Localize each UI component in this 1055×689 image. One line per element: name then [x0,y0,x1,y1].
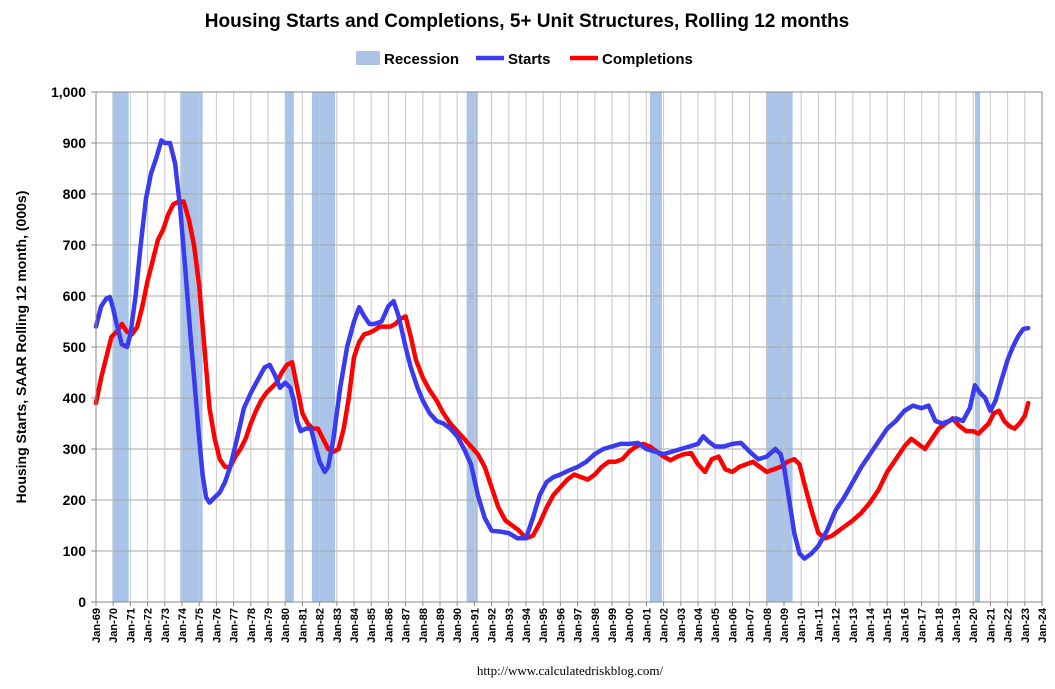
series-lines [93,138,1031,561]
y-tick-label: 900 [63,135,87,151]
x-tick-label: Jan-72 [143,608,155,643]
x-tick-label: Jan-85 [366,608,378,643]
x-tick-label: Jan-20 [968,608,980,643]
y-tick-label: 700 [63,237,87,253]
y-tick-label: 500 [63,339,87,355]
y-tick-label: 600 [63,288,87,304]
legend-swatch-recession [356,51,380,65]
x-tick-label: Jan-97 [573,608,585,643]
x-tick-label: Jan-98 [590,608,602,643]
x-tick-label: Jan-89 [435,608,447,643]
x-tick-label: Jan-14 [865,607,877,643]
y-tick-label: 400 [63,390,87,406]
x-tick-label: Jan-88 [418,608,430,643]
x-tick-label: Jan-02 [659,608,671,643]
x-tick-label: Jan-75 [194,608,206,643]
x-tick-label: Jan-92 [487,608,499,643]
series-line-starts [93,138,1031,561]
x-tick-label: Jan-22 [1003,608,1015,643]
x-tick-label: Jan-91 [469,608,481,643]
y-tick-label: 1,000 [51,84,86,100]
legend: Recession Starts Completions [356,51,693,68]
x-tick-label: Jan-83 [332,608,344,643]
x-tick-label: Jan-76 [211,608,223,643]
y-axis-label: Housing Starts, SAAR Rolling 12 month, (… [13,191,29,504]
x-tick-label: Jan-21 [985,608,997,643]
x-tick-label: Jan-90 [452,608,464,643]
x-tick-label: Jan-82 [315,608,327,643]
source-url: http://www.calculatedriskblog.com/ [477,663,664,678]
x-tick-label: Jan-13 [848,608,860,643]
x-tick-label: Jan-09 [779,608,791,643]
legend-label-starts: Starts [508,51,551,68]
x-tick-label: Jan-07 [745,608,757,643]
x-tick-label: Jan-93 [504,608,516,643]
x-tick-label: Jan-74 [177,607,189,643]
x-tick-label: Jan-24 [1037,607,1049,643]
legend-label-recession: Recession [384,51,459,68]
y-tick-label: 0 [78,594,86,610]
x-tick-label: Jan-05 [710,608,722,643]
x-tick-label: Jan-86 [383,608,395,643]
y-tick-label: 800 [63,186,87,202]
x-tick-label: Jan-06 [727,608,739,643]
x-tick-label: Jan-96 [555,608,567,643]
x-tick-label: Jan-73 [160,608,172,643]
y-tick-label: 200 [63,492,87,508]
y-tick-label: 100 [63,543,87,559]
x-tick-label: Jan-79 [263,608,275,643]
x-tick-label: Jan-99 [607,608,619,643]
x-tick-label: Jan-87 [401,608,413,643]
x-tick-label: Jan-00 [624,608,636,643]
x-tick-label: Jan-11 [813,608,825,642]
x-tick-label: Jan-15 [882,608,894,643]
x-tick-label: Jan-18 [934,608,946,643]
x-tick-label: Jan-08 [762,608,774,643]
x-tick-label: Jan-01 [641,608,653,643]
x-axis-ticks: Jan-69 Jan-70 Jan-71 Jan-72 Jan-73 Jan-74 Jan-… [91,602,1049,643]
x-tick-label: Jan-77 [229,608,241,643]
chart-title: Housing Starts and Completions, 5+ Unit … [205,11,850,32]
x-tick-label: Jan-23 [1020,608,1032,643]
x-tick-label: Jan-19 [951,608,963,643]
y-axis-ticks: 0 100 200 300 400 500 600 700 800 900 1,000 [51,84,96,610]
x-tick-label: Jan-17 [917,608,929,643]
x-tick-label: Jan-03 [676,608,688,643]
x-tick-label: Jan-12 [831,608,843,643]
x-tick-label: Jan-94 [521,607,533,643]
x-tick-label: Jan-81 [297,608,309,643]
y-tick-label: 300 [63,441,87,457]
series-line-completions [93,199,1031,541]
legend-label-completions: Completions [602,51,693,68]
x-tick-label: Jan-84 [349,607,361,643]
x-tick-label: Jan-16 [899,608,911,643]
x-tick-label: Jan-95 [538,608,550,643]
x-tick-label: Jan-71 [125,608,137,643]
x-tick-label: Jan-78 [246,608,258,643]
x-tick-label: Jan-70 [108,608,120,643]
x-tick-label: Jan-10 [796,608,808,643]
x-tick-label: Jan-04 [693,607,705,643]
x-tick-label: Jan-80 [280,608,292,643]
x-tick-label: Jan-69 [91,608,103,643]
